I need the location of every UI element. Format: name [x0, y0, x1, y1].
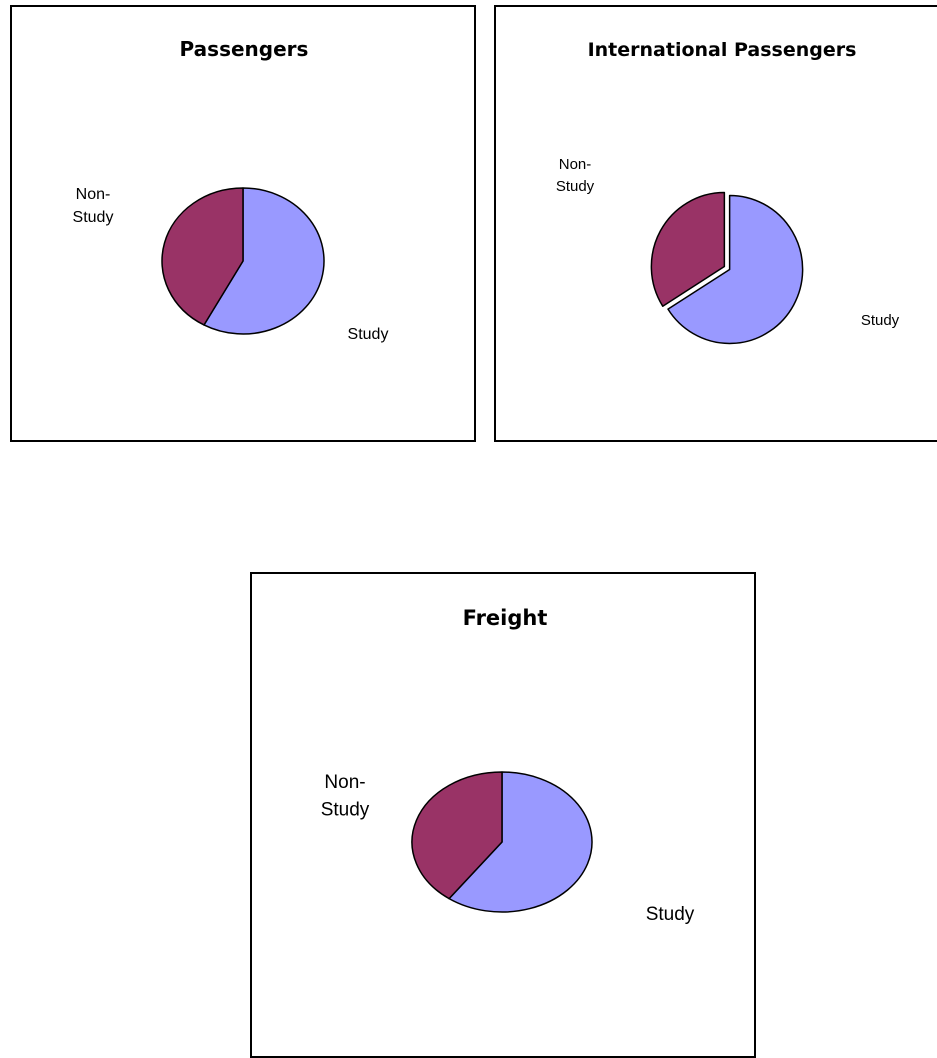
- slice-label-non-study: Non-Study: [321, 772, 370, 821]
- chart-title: International Passengers: [588, 39, 857, 61]
- slice-label-study: Study: [861, 312, 900, 329]
- slice-label-non-study: Non-Study: [73, 186, 114, 226]
- slice-label-study: Study: [646, 904, 695, 925]
- chart-international-passengers: International Passengers Study Non-Study: [494, 5, 937, 442]
- pie-slice-study: [203, 187, 325, 335]
- chart-title: Freight: [463, 606, 548, 630]
- chart-title: Passengers: [180, 37, 309, 61]
- chart-passengers: Passengers Study Non-Study: [10, 5, 476, 442]
- chart-freight: Freight Study Non-Study: [250, 572, 756, 1058]
- pie-slice-non-study: [650, 191, 726, 307]
- pie-chart-freight: Freight Study Non-Study: [321, 606, 695, 925]
- pie-chart-passengers: Passengers Study Non-Study: [73, 37, 389, 343]
- pie-slice-non-study: [411, 771, 503, 900]
- slice-label-non-study: Non-Study: [556, 156, 595, 195]
- pie-slice-non-study: [161, 187, 244, 326]
- pie-slice-study: [448, 771, 593, 913]
- pie-slice-study: [667, 194, 804, 345]
- slice-label-study: Study: [348, 326, 389, 343]
- pie-chart-international-passengers: International Passengers Study Non-Study: [556, 39, 900, 345]
